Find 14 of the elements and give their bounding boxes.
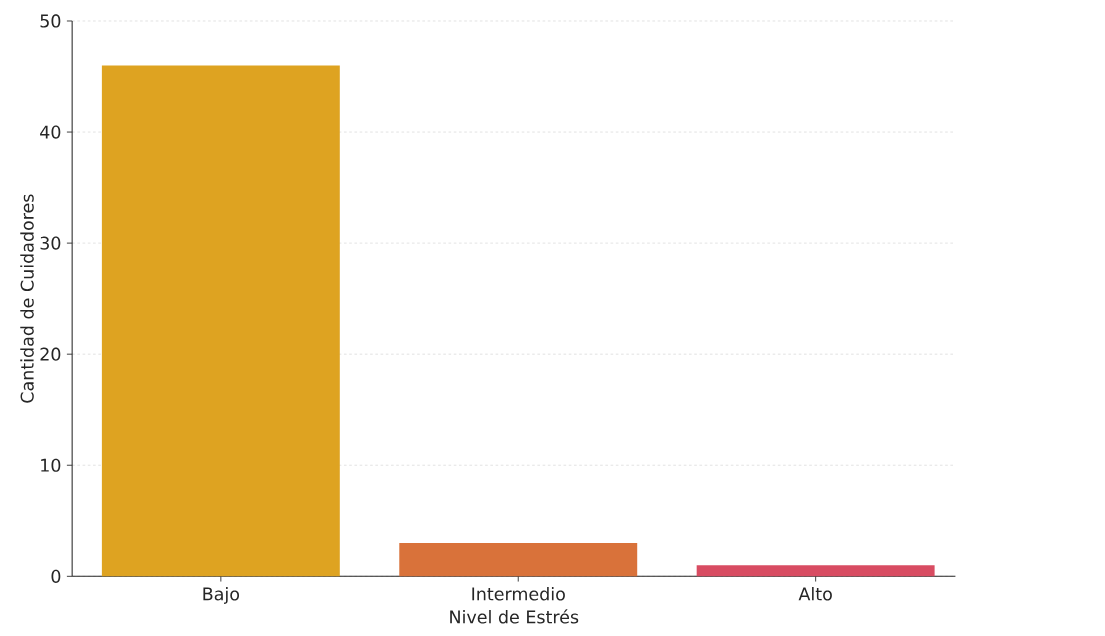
x-tick-label: Alto [798, 587, 832, 601]
x-tick-label: Intermedio [472, 587, 565, 601]
y-tick-label: 40 [40, 125, 61, 139]
x-axis-title: Nivel de Estrés [450, 609, 579, 624]
y-tick-label: 30 [40, 236, 61, 250]
bar [101, 65, 340, 577]
y-tick-label: 0 [51, 569, 61, 584]
y-axis-title: Cantidad de Cuidadores [20, 194, 34, 403]
y-tick-label: 10 [41, 458, 61, 472]
x-tick-label: Bajo [203, 587, 240, 605]
bar [399, 543, 638, 577]
y-tick-label: 20 [40, 347, 61, 361]
bar [696, 565, 935, 577]
y-tick-label: 50 [40, 14, 61, 28]
